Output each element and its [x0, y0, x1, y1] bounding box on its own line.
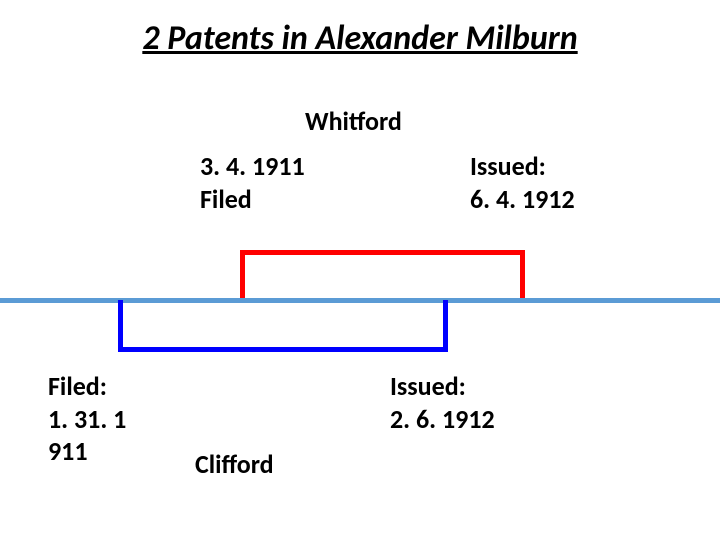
- clifford-issued-label: Issued:2. 6. 1912: [390, 370, 495, 435]
- clifford-bracket: [118, 300, 448, 352]
- whitford-issued-label: Issued:6. 4. 1912: [470, 150, 575, 215]
- whitford-bracket: [240, 250, 525, 300]
- clifford-name-label: Clifford: [195, 448, 274, 481]
- slide-title: 2 Patents in Alexander Milburn: [142, 18, 577, 59]
- whitford-filed-label: 3. 4. 1911Filed: [200, 150, 305, 215]
- whitford-name-label: Whitford: [305, 105, 402, 138]
- clifford-filed-label: Filed:1. 31. 1911: [48, 370, 126, 468]
